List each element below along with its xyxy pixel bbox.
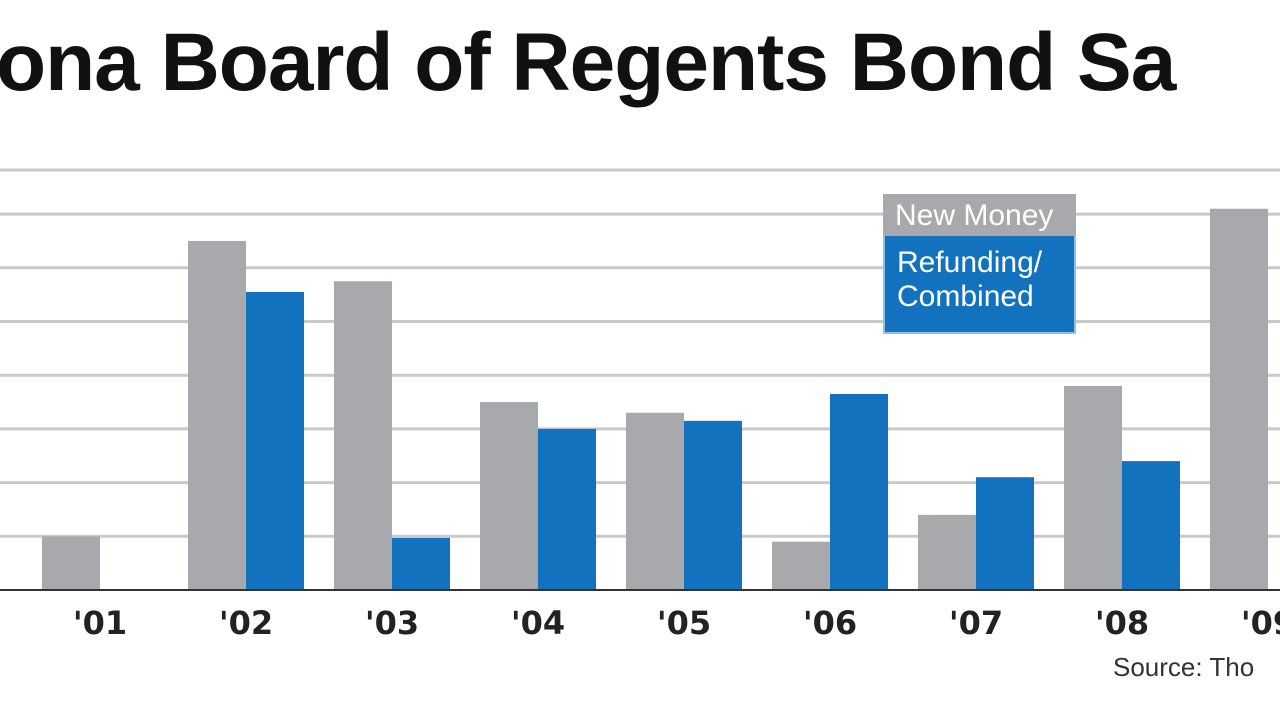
legend-refunding: Refunding/ Combined: [883, 236, 1076, 334]
legend: New Money Refunding/ Combined: [883, 194, 1076, 334]
x-tick-label: '01: [73, 604, 127, 642]
bar-refunding: [1122, 461, 1180, 590]
source-note: Source: Tho: [1113, 652, 1255, 682]
bar-new-money: [42, 536, 100, 590]
bar-new-money: [1210, 208, 1268, 591]
bar-new-money: [334, 281, 392, 590]
bar-new-money: [188, 240, 246, 590]
x-tick-label: '09: [1241, 604, 1280, 642]
legend-new-money: New Money: [883, 194, 1076, 236]
x-tick-label: '08: [1095, 604, 1149, 642]
x-tick-label: '06: [803, 604, 857, 642]
bar-new-money: [918, 514, 976, 590]
bar-refunding: [392, 537, 450, 590]
bar-refunding: [538, 428, 596, 590]
bar-new-money: [626, 412, 684, 590]
x-tick-label: '05: [657, 604, 711, 642]
x-tick-label: '03: [365, 604, 419, 642]
legend-refunding-line2: Combined: [897, 280, 1034, 313]
x-tick-label: '04: [511, 604, 565, 642]
x-tick-label: '02: [219, 604, 273, 642]
chart-title: ona Board of Regents Bond Sa: [0, 17, 1176, 108]
bar-refunding: [684, 420, 742, 590]
bar-refunding: [976, 477, 1034, 590]
bar-new-money: [480, 402, 538, 590]
legend-refunding-line1: Refunding/: [897, 246, 1043, 279]
bar-refunding: [830, 393, 888, 590]
bar-new-money: [1064, 385, 1122, 590]
bar-new-money: [772, 541, 830, 590]
x-tick-label: '07: [949, 604, 1003, 642]
bar-refunding: [246, 291, 304, 590]
